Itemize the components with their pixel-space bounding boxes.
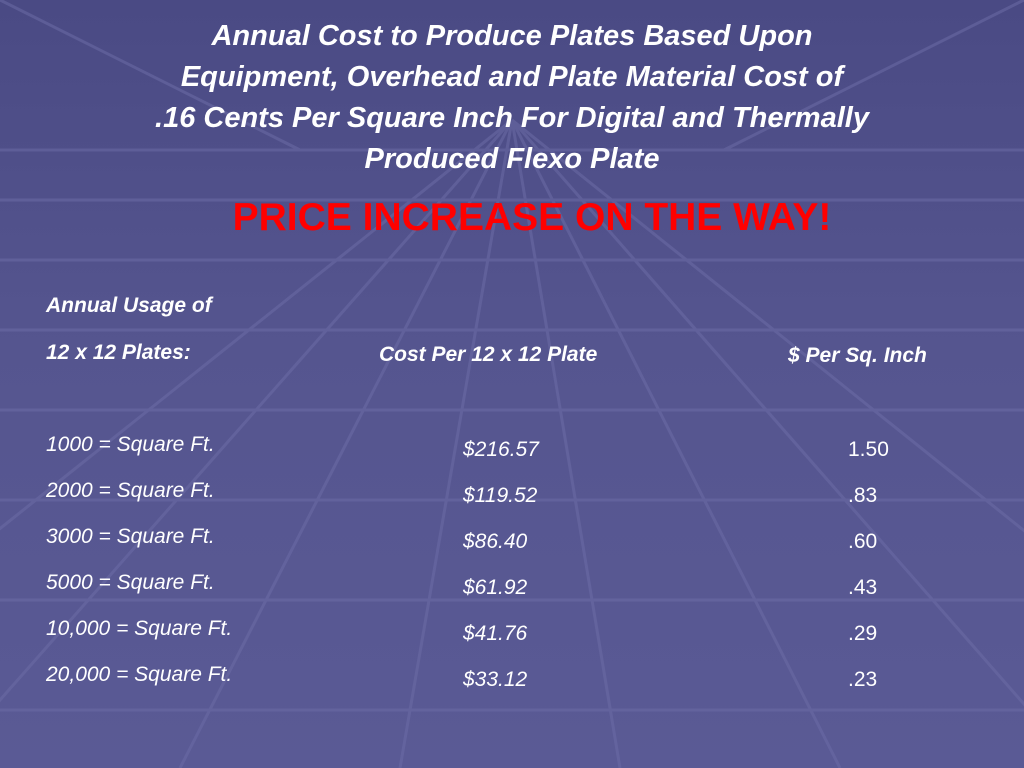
table-row-usage: 10,000 = Square Ft.	[46, 617, 233, 640]
table-row-usage: 20,000 = Square Ft.	[46, 663, 233, 686]
table-row-usage: 5000 = Square Ft.	[46, 571, 215, 594]
usage-header-line1: Annual Usage of	[46, 294, 212, 317]
title-line: Annual Cost to Produce Plates Based Upon	[211, 20, 813, 52]
cost-header: Cost Per 12 x 12 Plate	[379, 343, 598, 366]
slide-title: Annual Cost to Produce Plates Based Upon…	[0, 16, 1024, 180]
title-line: Equipment, Overhead and Plate Material C…	[180, 61, 844, 93]
table-row-usage: 1000 = Square Ft.	[46, 433, 215, 456]
table-row-cost: $33.12	[463, 668, 528, 691]
title-line: Produced Flexo Plate	[364, 143, 660, 175]
table-row-per-sq-inch: .29	[848, 622, 878, 645]
per-sq-inch-header: $ Per Sq. Inch	[788, 344, 927, 367]
table-row-per-sq-inch: .23	[848, 668, 878, 691]
table-row-usage: 2000 = Square Ft.	[46, 479, 215, 502]
table-row-cost: $216.57	[463, 438, 539, 461]
table-row-cost: $86.40	[463, 530, 528, 553]
table-row-cost: $41.76	[463, 622, 528, 645]
table-row-per-sq-inch: .60	[848, 530, 878, 553]
table-row-cost: $119.52	[463, 484, 538, 507]
price-increase-warning: PRICE INCREASE ON THE WAY!	[232, 196, 832, 239]
title-line: .16 Cents Per Square Inch For Digital an…	[155, 102, 869, 134]
table-row-usage: 3000 = Square Ft.	[46, 525, 215, 548]
table-row-cost: $61.92	[463, 576, 528, 599]
table-row-per-sq-inch: .83	[848, 484, 878, 507]
table-row-per-sq-inch: 1.50	[848, 438, 889, 461]
table-row-per-sq-inch: .43	[848, 576, 878, 599]
usage-header-line2: 12 x 12 Plates:	[46, 341, 191, 364]
